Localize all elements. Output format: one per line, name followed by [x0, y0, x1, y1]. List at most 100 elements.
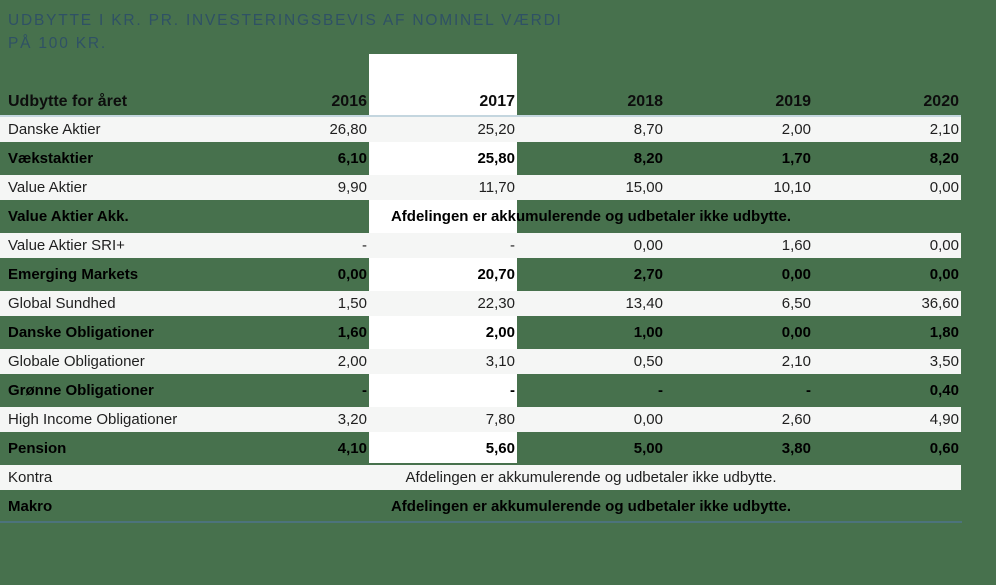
value-cell: 6,50	[781, 295, 811, 312]
table-row: Value Aktier SRI+ - - 0,00 1,60 0,00	[0, 231, 961, 260]
value-cell: 20,70	[477, 266, 515, 283]
table-row: Emerging Markets 0,00 20,70 2,70 0,00 0,00	[0, 260, 961, 289]
value-cell: 1,80	[929, 324, 959, 341]
value-cell: 0,00	[929, 237, 959, 254]
value-cell: 10,10	[773, 179, 811, 196]
value-cell: 1,50	[337, 295, 367, 312]
value-cell: 0,00	[633, 411, 663, 428]
value-cell: 3,50	[929, 353, 959, 370]
page-title-line2: PÅ 100 KR.	[8, 35, 107, 52]
value-cell: 2,70	[633, 266, 663, 283]
value-cell: 8,20	[633, 150, 663, 167]
value-cell: 9,90	[337, 179, 367, 196]
table-row: Makro Afdelingen er akkumulerende og udbe…	[0, 492, 961, 521]
table-row: Kontra Afdelingen er akkumulerende og udb…	[0, 463, 961, 492]
value-cell: 1,00	[633, 324, 663, 341]
value-cell: 0,00	[633, 237, 663, 254]
row-label: High Income Obligationer	[8, 411, 178, 428]
page-title-line1: UDBYTTE I KR. PR. INVESTERINGSBEVIS AF N…	[8, 12, 563, 29]
value-cell: 8,20	[929, 150, 959, 167]
value-cell: 2,10	[781, 353, 811, 370]
row-label: Global Sundhed	[8, 295, 116, 312]
column-header-2016[interactable]: 2016	[331, 92, 367, 110]
value-cell: 0,00	[929, 179, 959, 196]
value-cell: -	[658, 382, 663, 399]
value-cell: 8,70	[633, 121, 663, 138]
value-cell: -	[362, 382, 367, 399]
value-cell: 3,10	[485, 353, 515, 370]
header-underline	[0, 115, 961, 117]
value-cell: 0,50	[633, 353, 663, 370]
row-label: Grønne Obligationer	[8, 382, 154, 399]
value-cell: 1,60	[781, 237, 811, 254]
value-cell: 0,00	[781, 324, 811, 341]
row-label: Value Aktier	[8, 179, 87, 196]
value-cell: 4,90	[929, 411, 959, 428]
value-cell: 7,80	[485, 411, 515, 428]
value-cell: 22,30	[477, 295, 515, 312]
row-label: Kontra	[8, 469, 53, 486]
value-cell: 13,40	[625, 295, 663, 312]
value-cell: 0,00	[929, 266, 959, 283]
value-cell: 36,60	[921, 295, 959, 312]
value-cell: 2,00	[337, 353, 367, 370]
row-label: Pension	[8, 440, 67, 457]
value-cell: 1,70	[781, 150, 811, 167]
table-row: Danske Obligationer 1,60 2,00 1,00 0,00 1,80	[0, 318, 961, 347]
row-label: Value Aktier Akk.	[8, 208, 129, 225]
value-cell: 5,00	[633, 440, 663, 457]
table-header-label: Udbytte for året	[8, 92, 128, 110]
value-cell: 2,60	[781, 411, 811, 428]
accumulating-note: Afdelingen er akkumulerende og udbetaler…	[390, 498, 792, 515]
column-header-2019[interactable]: 2019	[775, 92, 811, 110]
table-row: Globale Obligationer 2,00 3,10 0,50 2,10 3,50	[0, 347, 961, 376]
value-cell: -	[806, 382, 811, 399]
row-label: Vækstaktier	[8, 150, 94, 167]
page-title: UDBYTTE I KR. PR. INVESTERINGSBEVIS AF N…	[8, 9, 563, 55]
value-cell: 5,60	[485, 440, 515, 457]
table-row: Grønne Obligationer - - - - 0,40	[0, 376, 961, 405]
value-cell: 4,10	[337, 440, 367, 457]
column-header-2017[interactable]: 2017	[479, 92, 515, 110]
table-row: Value Aktier Akk. Afdelingen er akkumuler…	[0, 202, 961, 231]
row-label: Value Aktier SRI+	[8, 237, 125, 254]
value-cell: -	[510, 237, 515, 254]
column-header-2018[interactable]: 2018	[627, 92, 663, 110]
value-cell: 2,00	[485, 324, 515, 341]
value-cell: 3,80	[781, 440, 811, 457]
value-cell: 0,00	[337, 266, 367, 283]
value-cell: 2,10	[929, 121, 959, 138]
table-row: Pension 4,10 5,60 5,00 3,80 0,60	[0, 434, 961, 463]
table-row: High Income Obligationer 3,20 7,80 0,00 2,60…	[0, 405, 961, 434]
dividend-table: Udbytte for året 2016 2017 2018 2019 202…	[0, 88, 961, 521]
value-cell: 25,80	[477, 150, 515, 167]
table-row: Danske Aktier 26,80 25,20 8,70 2,00 2,10	[0, 115, 961, 144]
accumulating-note: Afdelingen er akkumulerende og udbetaler…	[405, 469, 777, 486]
table-row: Value Aktier 9,90 11,70 15,00 10,10 0,00	[0, 173, 961, 202]
value-cell: -	[510, 382, 515, 399]
row-label: Globale Obligationer	[8, 353, 145, 370]
row-label: Danske Aktier	[8, 121, 101, 138]
value-cell: -	[362, 237, 367, 254]
value-cell: 3,20	[337, 411, 367, 428]
table-body: Danske Aktier 26,80 25,20 8,70 2,00 2,10 Vækst…	[0, 115, 961, 521]
value-cell: 26,80	[329, 121, 367, 138]
table-bottom-border	[0, 521, 962, 523]
table-row: Vækstaktier 6,10 25,80 8,20 1,70 8,20	[0, 144, 961, 173]
value-cell: 0,60	[929, 440, 959, 457]
value-cell: 0,00	[781, 266, 811, 283]
value-cell: 25,20	[477, 121, 515, 138]
table-header-row: Udbytte for året 2016 2017 2018 2019 202…	[0, 88, 961, 115]
row-label: Makro	[8, 498, 53, 515]
value-cell: 11,70	[478, 179, 515, 196]
table-row: Global Sundhed 1,50 22,30 13,40 6,50 36,60	[0, 289, 961, 318]
accumulating-note: Afdelingen er akkumulerende og udbetaler…	[390, 208, 792, 225]
value-cell: 1,60	[337, 324, 367, 341]
row-label: Danske Obligationer	[8, 324, 154, 341]
value-cell: 2,00	[781, 121, 811, 138]
value-cell: 6,10	[337, 150, 367, 167]
value-cell: 0,40	[929, 382, 959, 399]
row-label: Emerging Markets	[8, 266, 139, 283]
value-cell: 15,00	[625, 179, 663, 196]
column-header-2020[interactable]: 2020	[923, 92, 959, 110]
